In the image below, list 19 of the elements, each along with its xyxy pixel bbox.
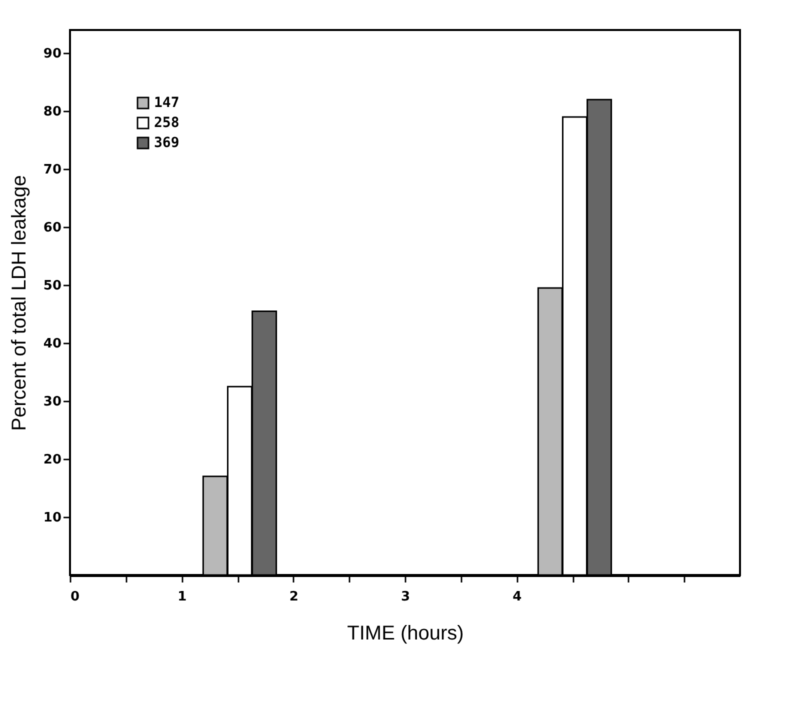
y-tick-label: 10 [43, 510, 62, 526]
y-axis-title: Percent of total LDH leakage [8, 175, 30, 431]
x-tick-label: 4 [512, 590, 522, 604]
y-tick-label: 20 [43, 452, 62, 468]
y-tick-label: 50 [43, 278, 62, 294]
y-tick-label: 40 [43, 336, 62, 352]
x-tick-label: 3 [400, 590, 410, 604]
y-tick-label: 90 [43, 46, 62, 62]
legend-label: 147 [154, 95, 180, 111]
legend-label: 258 [154, 115, 180, 131]
y-tick-label: 60 [43, 220, 62, 236]
x-tick-label: 0 [70, 590, 80, 604]
x-axis-title: TIME (hours) [347, 622, 464, 644]
x-tick-label: 1 [178, 590, 187, 604]
legend-label: 369 [154, 135, 180, 151]
y-tick-label: 70 [43, 162, 62, 178]
y-tick-label: 80 [43, 104, 62, 120]
x-tick-label: 2 [289, 590, 298, 604]
y-tick-label: 30 [43, 394, 62, 410]
